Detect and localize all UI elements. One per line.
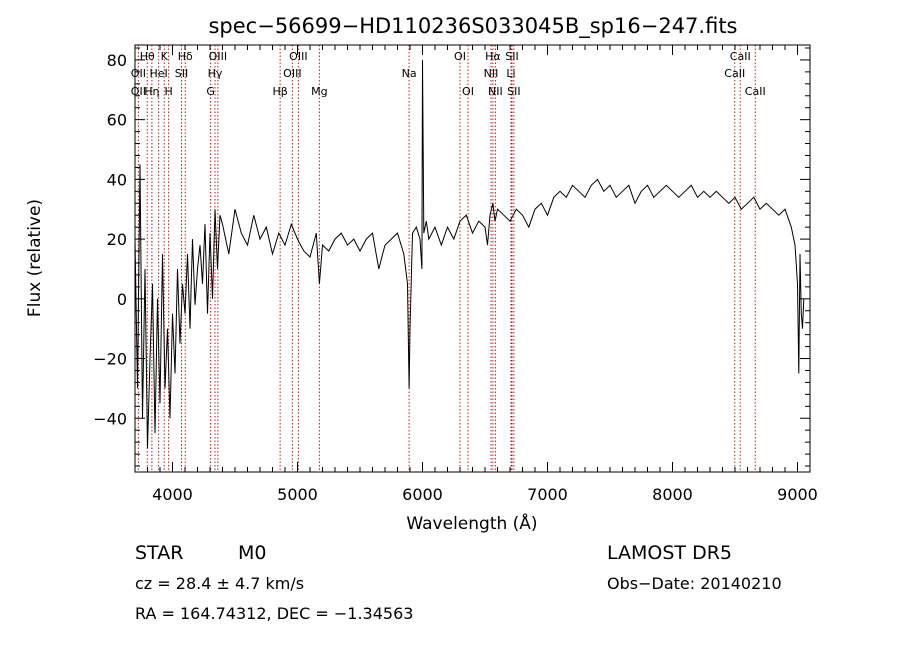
y-tick-label: −40 [93,409,127,428]
marker-label: SII [505,50,518,63]
x-tick-label: 4000 [152,485,193,504]
x-axis-label: Wavelength (Å) [406,512,537,534]
chart-title: spec−56699−HD110236S033045B_sp16−247.fit… [208,14,737,39]
x-axis: 4000 5000 6000 7000 8000 9000 [147,45,818,504]
line-markers [137,45,756,472]
marker-label: Hα [485,50,501,63]
marker-label: NII [488,85,503,98]
x-tick-label: 8000 [652,485,693,504]
marker-label: Mg [311,85,327,98]
line-marker-labels: Hθ K Hδ OIII OIII OI Hα SII CaII OII HeI SII Hγ OIII N… [131,50,766,98]
marker-label: Li [506,67,515,80]
x-tick-label: 5000 [277,485,318,504]
marker-label: G [206,85,215,98]
marker-label: Hθ [140,50,155,63]
marker-label: OIII [283,67,301,80]
y-tick-label: 80 [107,51,127,70]
y-tick-label: 20 [107,230,127,249]
y-tick-label: 40 [107,170,127,189]
marker-label: H [164,85,172,98]
marker-label: NII [484,67,499,80]
y-tick-label: −20 [93,350,127,369]
survey-name: LAMOST DR5 [607,542,732,564]
marker-label: Hδ [178,50,193,63]
marker-label: CaII [730,50,751,63]
redshift-cz: cz = 28.4 ± 4.7 km/s [135,574,304,593]
marker-label: HeI [149,67,167,80]
observation-date: Obs−Date: 20140210 [607,574,782,593]
marker-label: SII [507,85,520,98]
marker-label: CaII [724,67,745,80]
coordinates: RA = 164.74312, DEC = −1.34563 [135,604,413,623]
y-tick-label: 0 [117,290,127,309]
marker-label: Hγ [208,67,223,80]
marker-label: SII [175,67,188,80]
object-subclass: M0 [238,542,266,564]
marker-label: OI [454,50,466,63]
marker-label: OIII [209,50,227,63]
marker-label: Hβ [272,85,287,98]
x-tick-label: 6000 [402,485,443,504]
x-tick-label: 7000 [527,485,568,504]
marker-label: Na [402,67,417,80]
marker-label: K [161,50,169,63]
marker-label: Hη [144,85,159,98]
marker-label: OII [131,67,146,80]
y-axis: −40 −20 0 20 40 60 80 [93,47,810,467]
spectrum-line [134,59,805,449]
y-axis-label: Flux (relative) [25,199,45,317]
marker-label: CaII [745,85,766,98]
x-tick-label: 9000 [777,485,818,504]
marker-label: OIII [289,50,307,63]
y-tick-label: 60 [107,111,127,130]
marker-label: OI [462,85,474,98]
object-type: STAR [135,542,183,564]
plot-frame [134,44,811,473]
